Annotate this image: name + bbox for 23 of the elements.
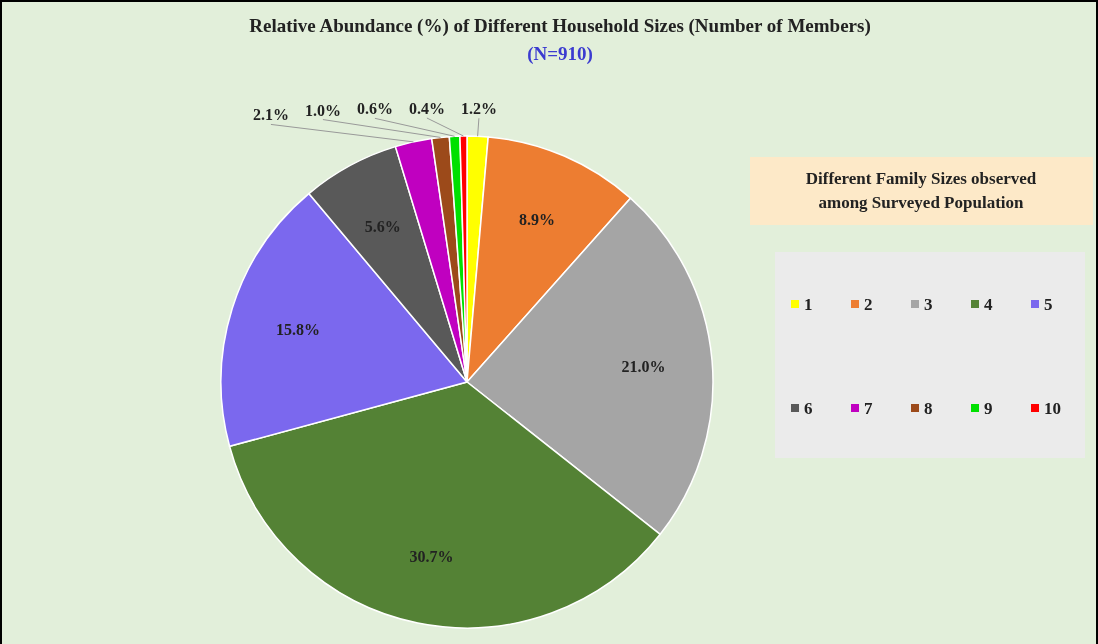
- data-label: 8.9%: [519, 211, 556, 229]
- legend-label: 1: [804, 295, 813, 314]
- legend-label: 10: [1044, 399, 1061, 418]
- legend-label: 8: [924, 399, 933, 418]
- legend-label: 9: [984, 399, 993, 418]
- data-label: 5.6%: [364, 218, 401, 236]
- legend-title: Different Family Sizes observed among Surveyed Population: [805, 169, 1037, 212]
- legend-label: 6: [804, 399, 813, 418]
- chart-subtitle: (N=910): [527, 43, 593, 65]
- legend-label: 2: [864, 295, 873, 314]
- legend-label: 5: [1044, 295, 1053, 314]
- legend-label: 4: [984, 295, 993, 314]
- legend-label: 3: [924, 295, 933, 314]
- legend-label: 7: [864, 399, 873, 418]
- data-label: 2.1%: [252, 106, 289, 124]
- data-label: 1.2%: [460, 100, 497, 118]
- data-label: 21.0%: [621, 358, 666, 376]
- data-label: 1.0%: [304, 101, 341, 119]
- data-label: 0.4%: [408, 100, 445, 118]
- chart-title: Relative Abundance (%) of Different Household Sizes (Number of Members): [249, 15, 871, 37]
- data-label: 0.6%: [356, 100, 393, 118]
- data-label: 15.8%: [276, 320, 321, 338]
- data-label: 30.7%: [409, 547, 454, 565]
